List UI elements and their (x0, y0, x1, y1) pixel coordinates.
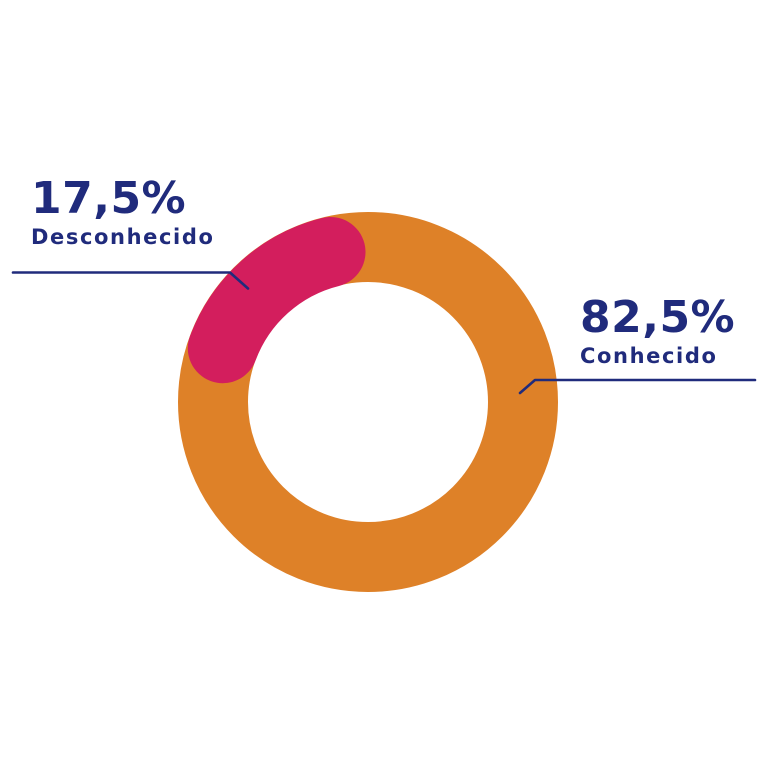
conhecido-label: Conhecido (580, 344, 718, 368)
desconhecido-label: Desconhecido (31, 225, 215, 249)
conhecido-percentage: 82,5% (580, 292, 736, 343)
callout-line-desconhecido (11, 271, 250, 290)
desconhecido-percentage: 17,5% (31, 173, 187, 224)
donut-segment-conhecido (178, 212, 558, 592)
annotation-desconhecido: 17,5% Desconhecido (31, 177, 215, 248)
donut-segment-desconhecido (187, 217, 366, 384)
callout-line-conhecido (518, 378, 757, 395)
annotation-conhecido: 82,5% Conhecido (580, 296, 735, 367)
